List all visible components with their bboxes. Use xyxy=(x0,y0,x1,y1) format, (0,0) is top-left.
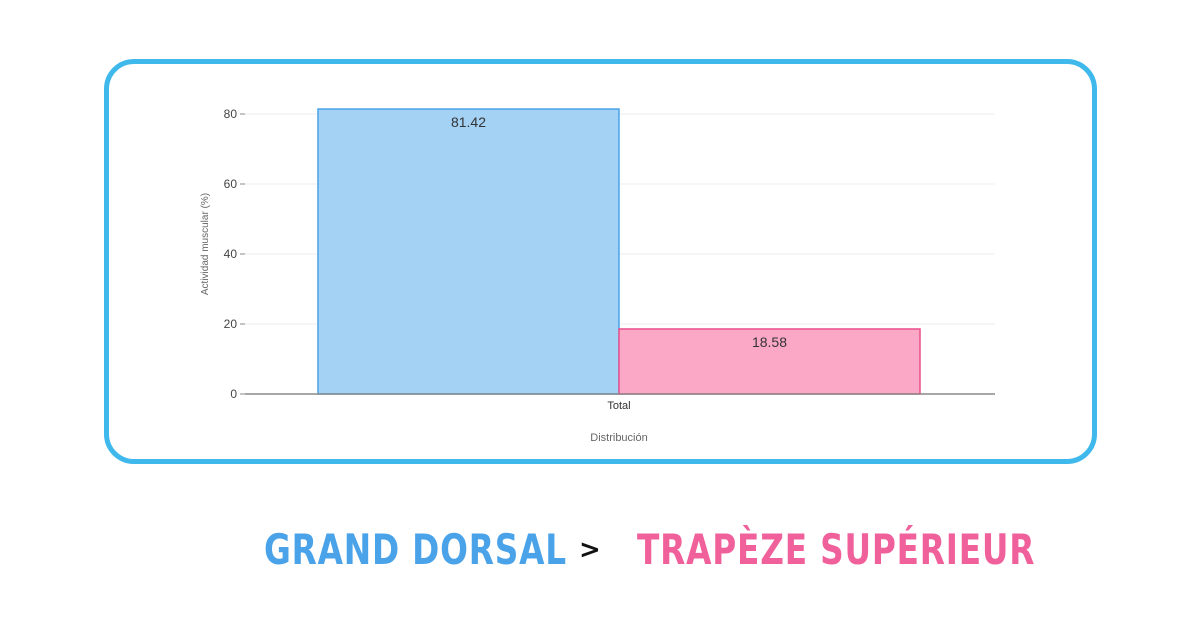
x-tick-label: Total xyxy=(607,400,630,412)
caption-separator: > xyxy=(579,535,601,565)
y-tick-label: 80 xyxy=(224,107,238,121)
y-tick-label: 20 xyxy=(224,317,238,331)
bar-series-1 xyxy=(317,108,620,395)
bar-value-label: 18.58 xyxy=(752,334,787,350)
caption-trapeze-superieur: TRAPÈZE SUPÉRIEUR xyxy=(637,525,1036,574)
x-axis-title: Distribución xyxy=(590,432,647,444)
y-tick-label: 60 xyxy=(224,177,238,191)
y-axis-title: Actividad muscular (%) xyxy=(200,193,211,295)
y-tick-label: 40 xyxy=(224,247,238,261)
y-axis-ticks: 0 20 40 60 80 xyxy=(224,107,245,401)
y-tick-label: 0 xyxy=(230,387,237,401)
bar-value-label: 81.42 xyxy=(451,114,486,130)
bars: 81.42 18.58 xyxy=(317,108,921,395)
caption-grand-dorsal: GRAND DORSAL xyxy=(264,525,567,574)
